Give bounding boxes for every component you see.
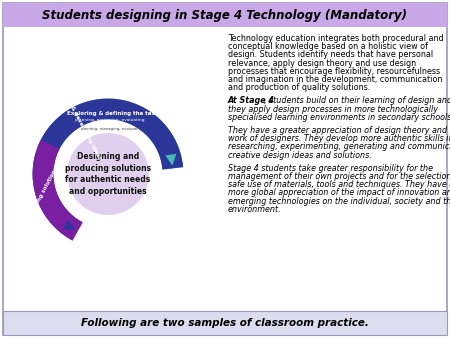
Text: Generating & developing ideas: Generating & developing ideas	[52, 73, 102, 161]
Text: Exploring & defining the task: Exploring & defining the task	[67, 111, 159, 116]
Text: and imagination in the development, communication: and imagination in the development, comm…	[228, 75, 442, 84]
Text: creative design ideas and solutions.: creative design ideas and solutions.	[228, 151, 372, 160]
Text: specialised learning environments in secondary schools.: specialised learning environments in sec…	[228, 113, 450, 122]
Text: emerging technologies on the individual, society and the: emerging technologies on the individual,…	[228, 197, 450, 206]
Text: planning, managing, evaluating: planning, managing, evaluating	[80, 127, 142, 131]
Text: Stage 4 students take greater responsibility for the: Stage 4 students take greater responsibi…	[228, 164, 433, 173]
Text: They have a greater appreciation of design theory and the: They have a greater appreciation of desi…	[228, 126, 450, 135]
Text: Technology education integrates both procedural and: Technology education integrates both pro…	[228, 34, 444, 43]
Circle shape	[68, 134, 148, 214]
Text: relevance, apply design theory and use design: relevance, apply design theory and use d…	[228, 58, 416, 68]
Text: Following are two samples of classroom practice.: Following are two samples of classroom p…	[81, 318, 369, 328]
Text: conceptual knowledge based on a holistic view of: conceptual knowledge based on a holistic…	[228, 42, 428, 51]
Text: Designing and
producing solutions
for authentic needs
and opportunities: Designing and producing solutions for au…	[65, 152, 151, 196]
Text: planning, managing, evaluating: planning, managing, evaluating	[75, 118, 145, 122]
Text: more global appreciation of the impact of innovation and: more global appreciation of the impact o…	[228, 188, 450, 197]
Text: design. Students identify needs that have personal: design. Students identify needs that hav…	[228, 50, 433, 59]
Text: management of their own projects and for the selection and: management of their own projects and for…	[228, 172, 450, 181]
FancyBboxPatch shape	[3, 311, 447, 335]
Text: , students build on their learning of design and: , students build on their learning of de…	[264, 96, 450, 105]
Text: work of designers. They develop more authentic skills in: work of designers. They develop more aut…	[228, 134, 450, 143]
Text: At Stage 4: At Stage 4	[228, 96, 275, 105]
Text: researching, experimenting, generating and communicating: researching, experimenting, generating a…	[228, 142, 450, 151]
Text: environment.: environment.	[228, 205, 282, 214]
FancyBboxPatch shape	[3, 3, 447, 27]
Text: processes that encourage flexibility, resourcefulness: processes that encourage flexibility, re…	[228, 67, 440, 76]
Text: and production of quality solutions.: and production of quality solutions.	[228, 83, 370, 92]
Text: Students designing in Stage 4 Technology (Mandatory): Students designing in Stage 4 Technology…	[42, 9, 408, 23]
Text: safe use of materials, tools and techniques. They have a: safe use of materials, tools and techniq…	[228, 180, 450, 189]
Text: they apply design processes in more technologically: they apply design processes in more tech…	[228, 104, 438, 114]
Text: Producing solutions: Producing solutions	[26, 166, 59, 223]
FancyBboxPatch shape	[3, 3, 447, 335]
